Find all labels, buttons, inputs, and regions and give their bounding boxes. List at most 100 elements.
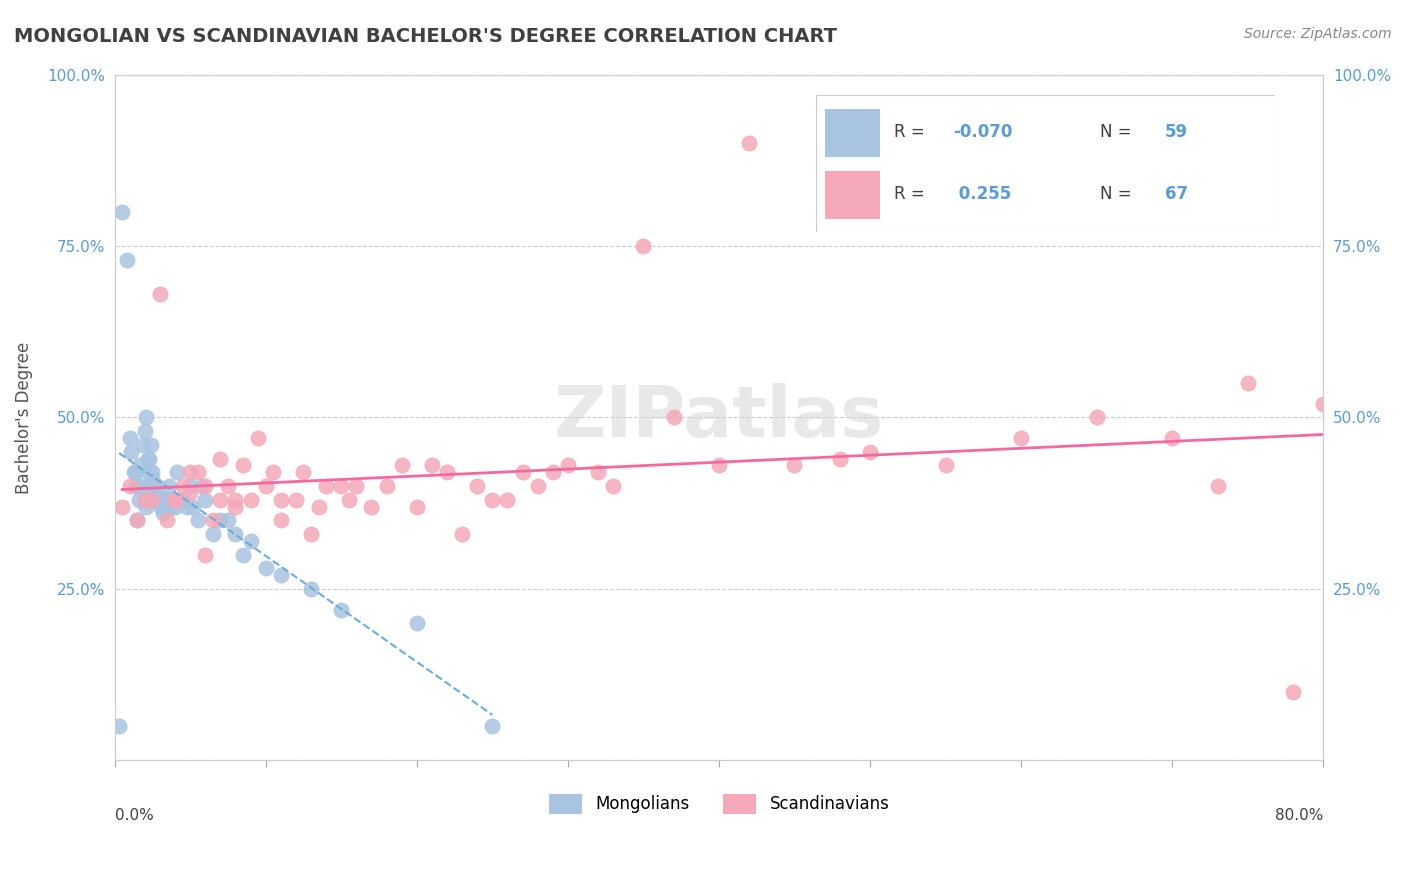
Point: [201, 513, 224, 527]
Point: [118, 479, 141, 493]
Point: [187, 466, 209, 480]
Point: [142, 492, 165, 507]
Point: [191, 479, 214, 493]
Point: [127, 513, 149, 527]
Point: [633, 239, 655, 253]
Point: [330, 479, 353, 493]
Point: [224, 492, 246, 507]
Point: [662, 410, 685, 425]
Point: [120, 444, 142, 458]
Point: [201, 527, 224, 541]
Point: [209, 492, 232, 507]
Point: [138, 466, 160, 480]
Point: [152, 507, 174, 521]
Point: [344, 479, 367, 493]
Point: [232, 548, 254, 562]
Point: [111, 500, 134, 514]
Point: [136, 451, 159, 466]
Point: [155, 492, 177, 507]
Point: [138, 451, 160, 466]
Point: [135, 410, 157, 425]
Point: [1312, 397, 1334, 411]
Point: [141, 466, 163, 480]
Point: [224, 500, 246, 514]
Point: [541, 466, 564, 480]
Text: ZIPatlas: ZIPatlas: [554, 383, 884, 452]
Point: [707, 458, 730, 473]
Point: [166, 466, 188, 480]
Point: [254, 479, 277, 493]
Point: [217, 513, 239, 527]
Point: [270, 492, 292, 507]
Point: [1161, 431, 1184, 445]
Point: [405, 500, 427, 514]
Point: [111, 204, 134, 219]
Point: [239, 533, 262, 548]
Point: [481, 719, 503, 733]
Point: [139, 438, 162, 452]
Point: [125, 466, 148, 480]
Point: [299, 527, 322, 541]
Point: [159, 500, 181, 514]
Point: [1085, 410, 1108, 425]
Point: [163, 492, 186, 507]
Legend: Mongolians, Scandinavians: Mongolians, Scandinavians: [541, 787, 896, 821]
Point: [131, 479, 153, 493]
Point: [153, 492, 176, 507]
Point: [935, 458, 957, 473]
Point: [496, 492, 519, 507]
Point: [375, 479, 398, 493]
Point: [405, 616, 427, 631]
Point: [150, 500, 173, 514]
Point: [179, 486, 201, 500]
Point: [132, 438, 155, 452]
Point: [270, 568, 292, 582]
Point: [330, 602, 353, 616]
Point: [134, 492, 156, 507]
Point: [194, 479, 217, 493]
Point: [217, 479, 239, 493]
Point: [828, 451, 851, 466]
Text: 80.0%: 80.0%: [1275, 808, 1323, 823]
Point: [163, 500, 186, 514]
Point: [1282, 685, 1305, 699]
Point: [118, 431, 141, 445]
Point: [337, 492, 360, 507]
Point: [209, 513, 232, 527]
Point: [157, 479, 180, 493]
Point: [481, 492, 503, 507]
Point: [194, 492, 217, 507]
Point: [156, 492, 179, 507]
Point: [209, 451, 232, 466]
Point: [557, 458, 579, 473]
Point: [391, 458, 413, 473]
Y-axis label: Bachelor's Degree: Bachelor's Degree: [15, 342, 32, 493]
Point: [270, 513, 292, 527]
Point: [139, 479, 162, 493]
Point: [224, 527, 246, 541]
Point: [149, 492, 172, 507]
Point: [1010, 431, 1032, 445]
Point: [299, 582, 322, 596]
Text: Source: ZipAtlas.com: Source: ZipAtlas.com: [1244, 27, 1392, 41]
Point: [172, 492, 194, 507]
Point: [436, 466, 458, 480]
Point: [115, 252, 138, 267]
Point: [465, 479, 488, 493]
Point: [512, 466, 534, 480]
Point: [148, 486, 170, 500]
Point: [360, 500, 382, 514]
Point: [163, 492, 186, 507]
Point: [586, 466, 609, 480]
Point: [187, 513, 209, 527]
Point: [232, 458, 254, 473]
Point: [284, 492, 307, 507]
Point: [176, 500, 198, 514]
Point: [738, 136, 761, 150]
Point: [141, 492, 163, 507]
Point: [149, 287, 172, 301]
Point: [145, 492, 167, 507]
Point: [1206, 479, 1229, 493]
Point: [179, 466, 201, 480]
Point: [451, 527, 474, 541]
